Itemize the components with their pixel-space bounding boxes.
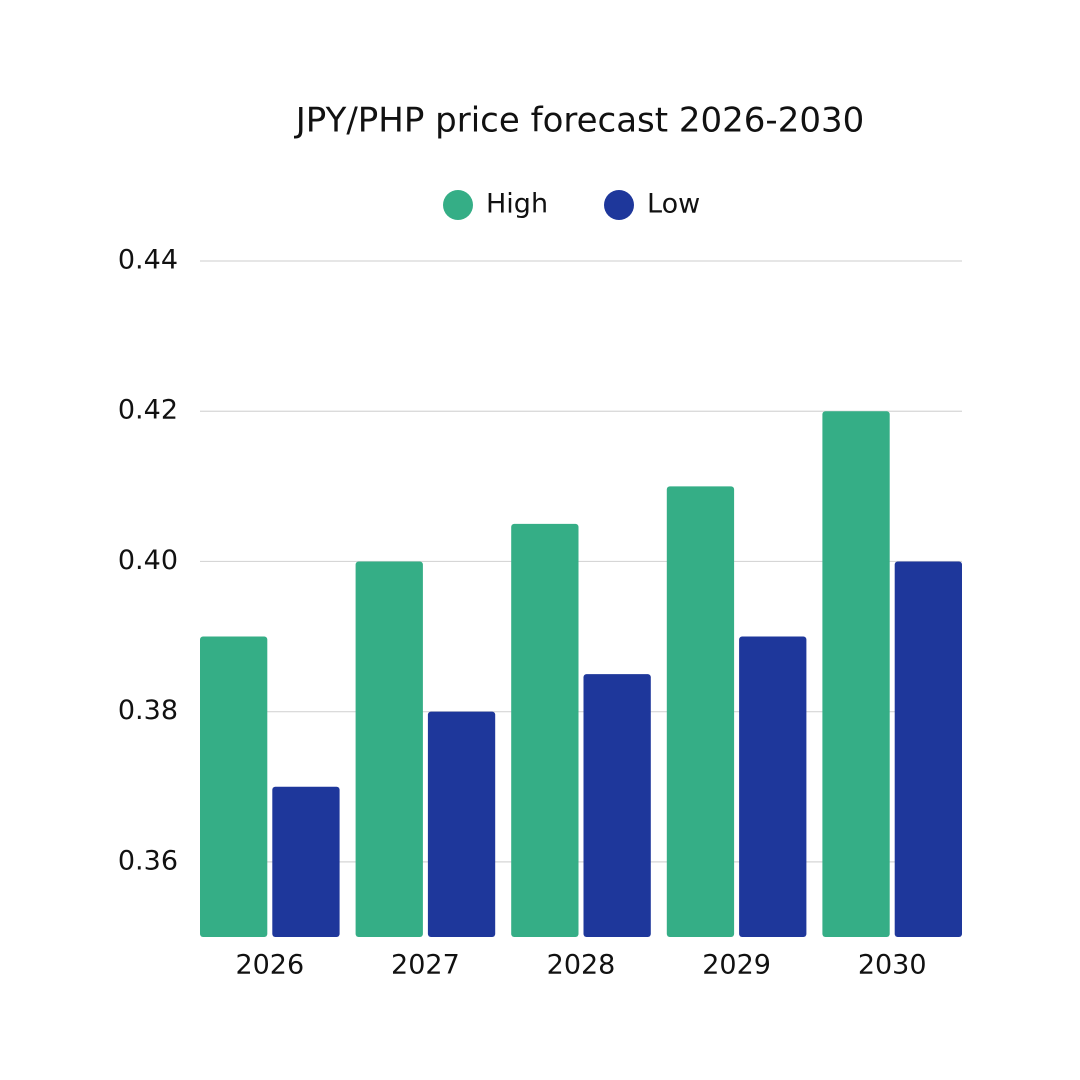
y-tick-label: 0.38 (118, 695, 178, 726)
y-tick-label: 0.40 (118, 545, 178, 576)
bar (894, 561, 962, 937)
legend-label: High (486, 189, 548, 220)
x-tick-label: 2027 (391, 950, 460, 981)
bar (200, 636, 268, 937)
legend-swatch (443, 190, 473, 220)
y-tick-label: 0.36 (118, 845, 178, 876)
bar (427, 711, 496, 937)
bar (666, 486, 735, 937)
y-tick-label: 0.42 (118, 395, 178, 426)
bar (272, 786, 340, 937)
bar (583, 674, 651, 937)
bar (822, 411, 890, 937)
y-tick-label: 0.44 (118, 245, 178, 276)
bar (511, 523, 579, 937)
x-tick-label: 2026 (235, 950, 304, 981)
bar (739, 636, 807, 937)
chart-title: JPY/PHP price forecast 2026-2030 (294, 101, 864, 141)
legend-swatch (604, 190, 634, 220)
bar (355, 561, 423, 937)
x-tick-label: 2028 (547, 950, 616, 981)
x-tick-label: 2030 (858, 950, 927, 981)
x-tick-label: 2029 (702, 950, 771, 981)
legend-label: Low (647, 189, 700, 220)
